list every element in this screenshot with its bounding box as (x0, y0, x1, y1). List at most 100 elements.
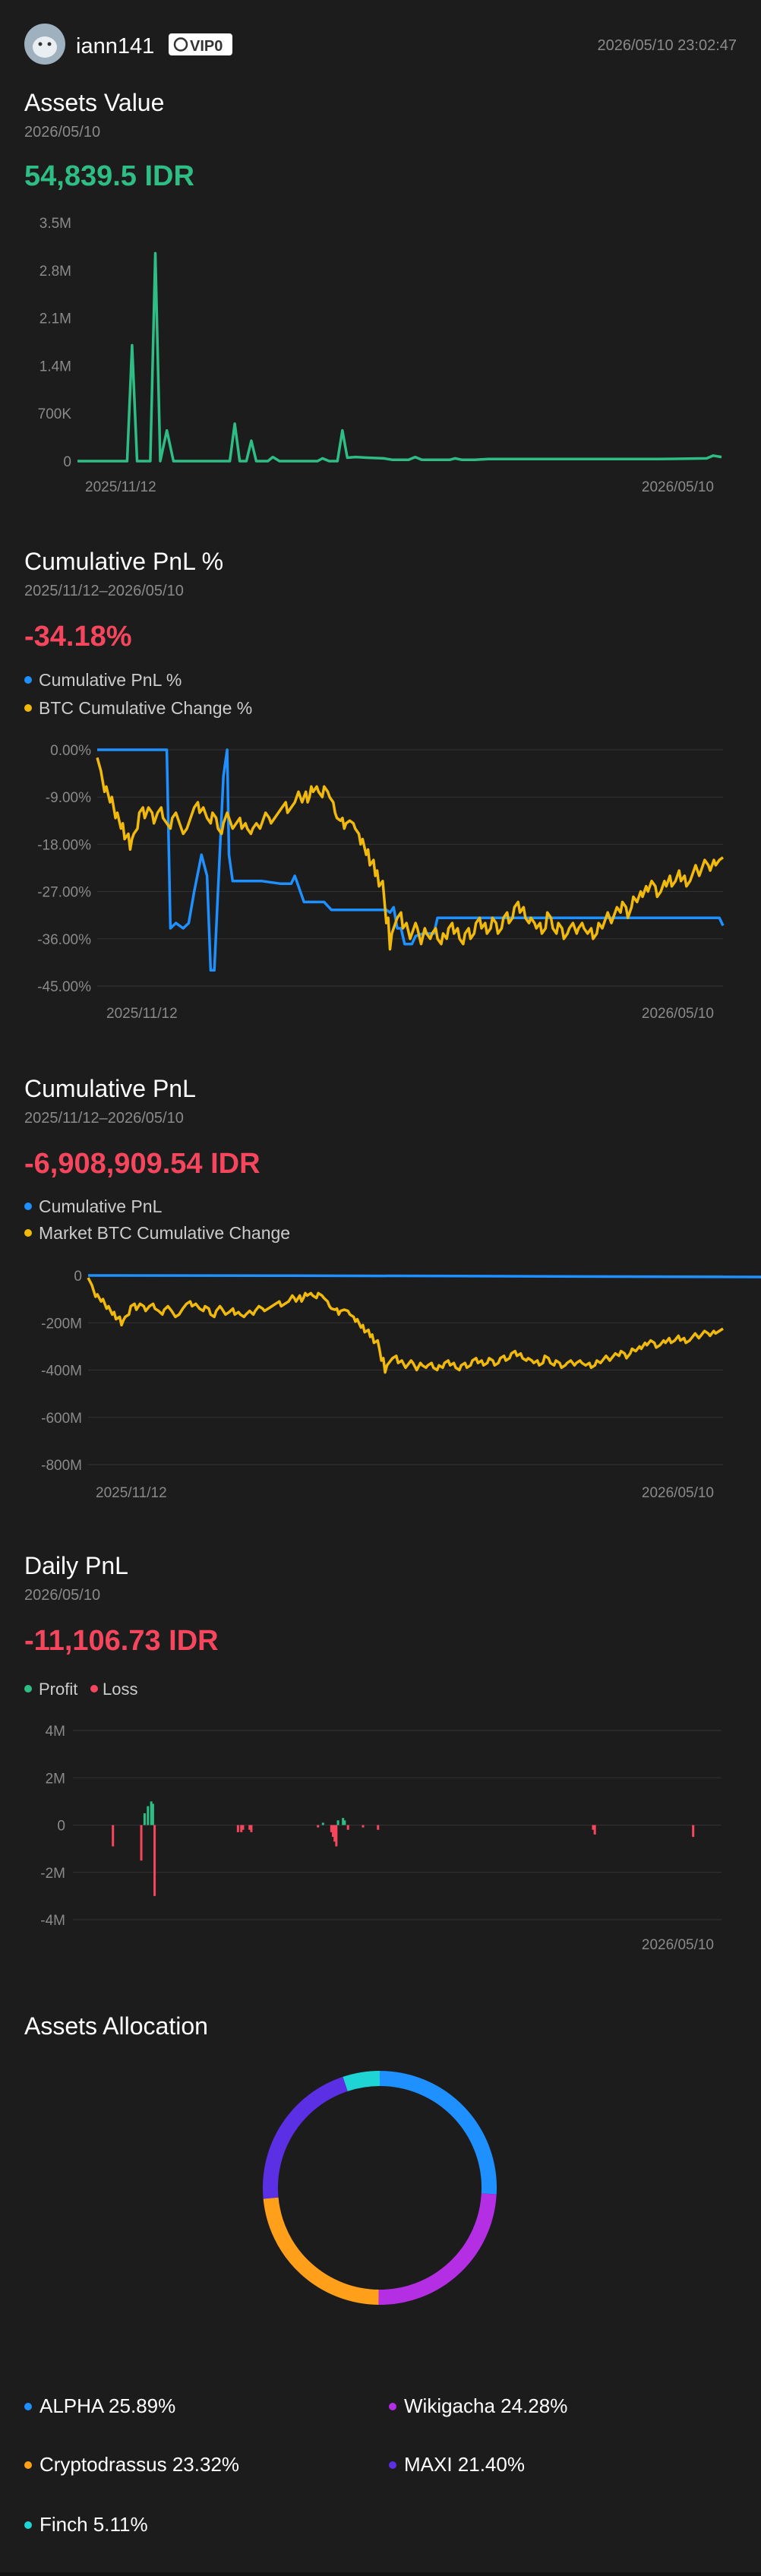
assets-value-ytick: 0 (63, 454, 71, 470)
cum-pnl-pct-ytick: -18.00% (37, 837, 91, 853)
legend-dot-loss (90, 1685, 98, 1693)
username: iann141 (76, 34, 154, 58)
cum-pnl-pct-ytick: -27.00% (37, 885, 91, 901)
legend-dot-cum-pnl-pct (24, 676, 32, 684)
daily-pnl-bar (333, 1825, 336, 1842)
donut-slice-finch (343, 2071, 380, 2091)
daily-pnl-bar (331, 1825, 334, 1838)
assets-value-ytick: 700K (38, 406, 72, 422)
cum-pnl-xtick: 2025/11/12 (96, 1485, 167, 1501)
cum-pnl-pct-xtick: 2026/05/10 (642, 1006, 714, 1022)
cum-pnl-series-line-2 (87, 1277, 724, 1374)
daily-pnl-bar (112, 1825, 115, 1847)
legend-btc-pct: BTC Cumulative Change % (39, 698, 252, 718)
vip-icon (173, 37, 188, 52)
cum-pnl-pct-date-range: 2025/11/12–2026/05/10 (24, 583, 184, 599)
daily-pnl-value: -11,106.73 IDR (24, 1625, 219, 1657)
daily-pnl-bar (248, 1825, 251, 1830)
daily-pnl-bar (692, 1825, 695, 1838)
assets-value-xtick: 2026/05/10 (642, 479, 714, 495)
cum-pnl-value: -6,908,909.54 IDR (24, 1148, 261, 1180)
daily-pnl-bar (153, 1825, 156, 1896)
legend-cum-pnl-pct: Cumulative PnL % (39, 670, 182, 690)
legend-dot-cryptodrassus (24, 2461, 32, 2469)
daily-pnl-ytick: -4M (40, 1913, 65, 1929)
snapshot-timestamp: 2026/05/10 23:02:47 (597, 37, 737, 54)
legend-label-cryptodrassus: Cryptodrassus 23.32% (39, 2453, 239, 2476)
donut-slice-cryptodrassus (263, 2197, 379, 2305)
assets-value-ytick: 3.5M (39, 216, 71, 232)
cum-pnl-ytick: 0 (74, 1269, 82, 1285)
cum-pnl-pct-value: -34.18% (24, 621, 132, 653)
legend-dot-wikigacha (389, 2403, 396, 2410)
daily-pnl-title: Daily PnL (24, 1552, 128, 1579)
cum-pnl-chart: 0 -200M -400M -600M -800M 2025/11/12 2026/05/1… (41, 1269, 761, 1501)
daily-pnl-bar (317, 1825, 320, 1828)
assets-value-date: 2026/05/10 (24, 124, 100, 141)
legend-profit: Profit (39, 1680, 77, 1699)
daily-pnl-bar (343, 1820, 346, 1825)
legend-dot-maxi (389, 2461, 396, 2469)
legend-loss: Loss (103, 1680, 137, 1699)
legend-label-wikigacha: Wikigacha 24.28% (404, 2394, 567, 2417)
donut-slice-wikigacha (378, 2193, 497, 2306)
cum-pnl-pct-series-line-2 (96, 757, 725, 951)
cum-pnl-ytick: -800M (41, 1458, 82, 1474)
daily-pnl-bar (250, 1825, 253, 1832)
assets-value-ytick: 2.1M (39, 311, 71, 327)
legend-label-finch: Finch 5.11% (39, 2513, 148, 2536)
daily-pnl-bar (346, 1825, 349, 1830)
cum-pnl-ytick: -600M (41, 1411, 82, 1427)
daily-pnl-bar (140, 1825, 143, 1861)
daily-pnl-bar (362, 1825, 365, 1828)
daily-pnl-bar (321, 1822, 324, 1825)
allocation-donut-chart (263, 2071, 497, 2306)
donut-slice-maxi (263, 2076, 348, 2199)
allocation-title: Assets Allocation (24, 2012, 208, 2040)
daily-pnl-bar (342, 1818, 345, 1825)
daily-pnl-bar (336, 1820, 339, 1825)
daily-pnl-bar (242, 1825, 245, 1830)
avatar[interactable] (24, 24, 65, 65)
assets-value-chart: 3.5M 2.8M 2.1M 1.4M 700K 0 2025/11/12 2026/05/1… (38, 216, 722, 495)
daily-pnl-bar (377, 1825, 380, 1830)
cum-pnl-title: Cumulative PnL (24, 1075, 196, 1102)
assets-value-amount: 54,839.5 IDR (24, 160, 194, 192)
assets-value-ytick: 1.4M (39, 359, 71, 375)
legend-dot-cum-pnl (24, 1203, 32, 1210)
legend-label-maxi: MAXI 21.40% (404, 2453, 525, 2476)
legend-dot-alpha (24, 2403, 32, 2410)
daily-pnl-ytick: 2M (46, 1771, 65, 1787)
cum-pnl-pct-ytick: -9.00% (46, 790, 91, 806)
daily-pnl-xtick: 2026/05/10 (642, 1937, 714, 1953)
daily-pnl-bar (330, 1825, 333, 1832)
daily-pnl-bar (143, 1813, 146, 1825)
legend-label-alpha: ALPHA 25.89% (39, 2394, 175, 2417)
cum-pnl-pct-chart: 0.00% -9.00% -18.00% -27.00% -36.00% -45.00% 2… (37, 743, 725, 1022)
daily-pnl-date: 2026/05/10 (24, 1587, 100, 1604)
cum-pnl-pct-ytick: -45.00% (37, 979, 91, 995)
daily-pnl-bar (147, 1806, 150, 1825)
cum-pnl-pct-title: Cumulative PnL % (24, 548, 223, 575)
daily-pnl-bar (151, 1803, 154, 1825)
daily-pnl-bar (335, 1825, 338, 1847)
daily-pnl-ytick: -2M (40, 1866, 65, 1882)
legend-dot-finch (24, 2521, 32, 2529)
assets-value-series-line-1 (77, 251, 722, 463)
vip-label: VIP0 (190, 38, 223, 55)
cum-pnl-ytick: -200M (41, 1316, 82, 1332)
legend-cum-pnl: Cumulative PnL (39, 1196, 163, 1216)
cum-pnl-date-range: 2025/11/12–2026/05/10 (24, 1110, 184, 1127)
daily-pnl-bar (150, 1801, 153, 1825)
daily-pnl-bar (593, 1825, 596, 1835)
cum-pnl-pct-series-line-1 (97, 748, 725, 972)
legend-dot-market-btc (24, 1229, 32, 1237)
legend-market-btc: Market BTC Cumulative Change (39, 1223, 290, 1243)
cum-pnl-pct-xtick: 2025/11/12 (106, 1006, 178, 1022)
daily-pnl-ytick: 4M (46, 1724, 65, 1740)
cum-pnl-xtick: 2026/05/10 (642, 1485, 714, 1501)
daily-pnl-bar (236, 1825, 239, 1832)
cum-pnl-ytick: -400M (41, 1364, 82, 1380)
assets-value-xtick: 2025/11/12 (85, 479, 156, 495)
assets-value-title: Assets Value (24, 89, 164, 116)
